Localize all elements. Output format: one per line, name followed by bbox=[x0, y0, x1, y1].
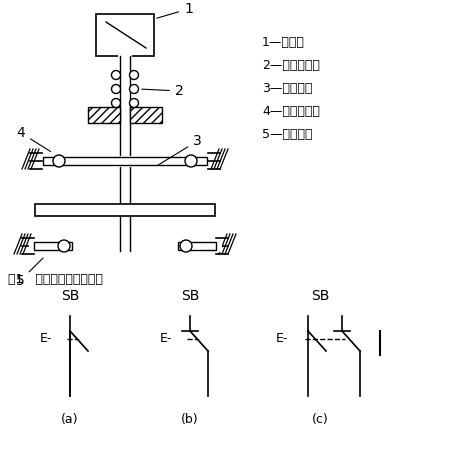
Bar bbox=[88, 107, 120, 123]
Text: 1—按鈕；: 1—按鈕； bbox=[262, 36, 304, 49]
Text: E-: E- bbox=[275, 333, 287, 346]
Circle shape bbox=[58, 240, 70, 252]
Bar bbox=[120, 56, 130, 251]
Circle shape bbox=[129, 98, 138, 107]
Text: 3: 3 bbox=[157, 134, 202, 165]
Text: 4: 4 bbox=[17, 126, 50, 152]
Bar bbox=[178, 242, 216, 250]
Text: 4—常闭触头；: 4—常闭触头； bbox=[262, 105, 319, 118]
Circle shape bbox=[111, 84, 120, 94]
Circle shape bbox=[129, 71, 138, 80]
Bar bbox=[130, 107, 162, 123]
Text: (b): (b) bbox=[181, 413, 198, 426]
Text: SB: SB bbox=[180, 289, 199, 303]
Text: 2—复位弹簧；: 2—复位弹簧； bbox=[262, 59, 319, 72]
Circle shape bbox=[129, 84, 138, 94]
Text: E-: E- bbox=[39, 333, 52, 346]
Text: 1: 1 bbox=[157, 2, 192, 18]
Circle shape bbox=[111, 71, 120, 80]
Circle shape bbox=[53, 155, 65, 167]
Bar bbox=[35, 204, 214, 216]
Text: SB: SB bbox=[61, 289, 79, 303]
Text: 3—动触头；: 3—动触头； bbox=[262, 82, 312, 95]
Circle shape bbox=[185, 155, 196, 167]
Text: SB: SB bbox=[310, 289, 329, 303]
Text: 2: 2 bbox=[141, 84, 183, 98]
Text: 5—常开触头: 5—常开触头 bbox=[262, 128, 312, 141]
Bar bbox=[96, 14, 154, 56]
Text: E-: E- bbox=[159, 333, 172, 346]
Text: 5: 5 bbox=[16, 258, 43, 288]
Text: 图1   控制按鈕结构示意图: 图1 控制按鈕结构示意图 bbox=[8, 273, 103, 286]
Text: (a): (a) bbox=[61, 413, 78, 426]
Circle shape bbox=[179, 240, 191, 252]
Bar bbox=[34, 242, 72, 250]
Text: (c): (c) bbox=[311, 413, 328, 426]
Bar bbox=[43, 157, 207, 165]
Circle shape bbox=[111, 98, 120, 107]
